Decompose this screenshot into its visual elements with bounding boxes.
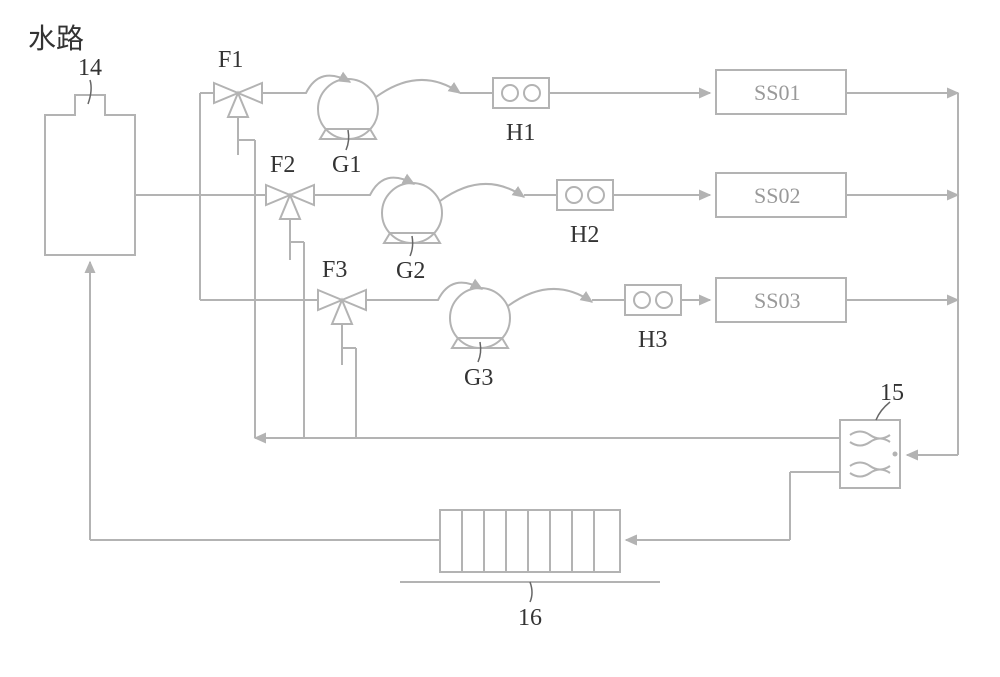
valve-f2: F2 (200, 152, 314, 260)
box-ss02: SS02 (613, 173, 846, 217)
valve-f3: F3 (200, 257, 366, 365)
pump-g2-label: G2 (396, 258, 425, 284)
meter-h2: H2 (440, 180, 613, 248)
water-circuit-diagram: 水路 14 F1 F2 F3 G1 (0, 0, 1000, 677)
valve-f3-label: F3 (322, 257, 347, 283)
box-ss03-label: SS03 (754, 288, 800, 313)
pump-g1-label: G1 (332, 152, 361, 178)
box-ss01: SS01 (549, 70, 846, 114)
radiator-label: 16 (518, 605, 542, 631)
radiator-16: 16 (400, 510, 660, 631)
valve-f2-label: F2 (270, 152, 295, 178)
meter-h3: H3 (508, 285, 681, 353)
meter-h1: H1 (376, 78, 549, 146)
valve-f1-label: F1 (218, 47, 243, 73)
box-ss01-label: SS01 (754, 80, 800, 105)
component-15: 15 (840, 380, 904, 488)
component-15-label: 15 (880, 380, 904, 406)
pump-g3: G3 (366, 283, 510, 391)
box-ss02-label: SS02 (754, 183, 800, 208)
valve-f1: F1 (200, 47, 262, 155)
meter-h3-label: H3 (638, 327, 667, 353)
box-ss03: SS03 (681, 278, 846, 322)
pump-g3-label: G3 (464, 365, 493, 391)
tank-14: 14 (45, 55, 135, 255)
meter-h2-label: H2 (570, 222, 599, 248)
tank-label: 14 (78, 55, 102, 81)
diagram-title: 水路 (28, 23, 84, 55)
meter-h1-label: H1 (506, 120, 535, 146)
